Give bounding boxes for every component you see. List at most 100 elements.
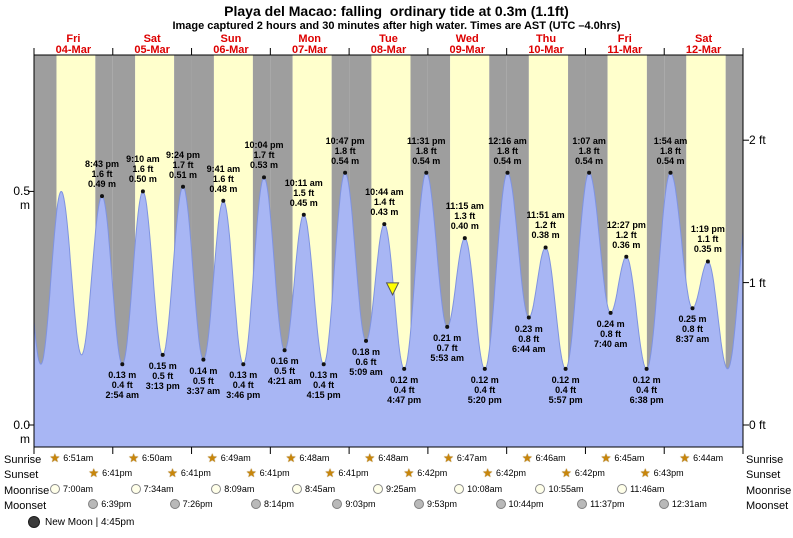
moonset-entry: 6:39pm xyxy=(88,499,131,509)
day-name: Sat xyxy=(143,33,161,45)
astro-row-label-left-moonset: Moonset xyxy=(4,500,47,512)
annotation-line: 1.6 ft xyxy=(132,164,154,175)
axis-label-right: 2 ft xyxy=(749,133,766,148)
moonrise-entry: 7:00am xyxy=(49,484,93,494)
annotation-line: 0.7 ft xyxy=(436,342,458,353)
annotation-line: 11:31 pm xyxy=(407,135,446,146)
day-date: 04-Mar xyxy=(55,44,92,56)
sunrise-star-icon: ★ xyxy=(521,450,533,465)
sunset-time: 6:41pm xyxy=(102,468,133,478)
annotation-line: 9:41 am xyxy=(206,163,241,174)
annotation-line: 2:54 am xyxy=(105,390,140,401)
moonset-entry: 7:26pm xyxy=(169,499,213,509)
moonrise-time: 11:46am xyxy=(630,484,665,494)
annotation-line: 1.5 ft xyxy=(293,187,315,198)
moonset-icon xyxy=(332,499,343,509)
sunset-star-icon: ★ xyxy=(561,465,572,480)
tide-low-annotation: 0.25 m 0.8 ft 8:37 am xyxy=(661,314,725,344)
moonset-entry: 8:14pm xyxy=(250,499,294,509)
moonset-entry: 9:53pm xyxy=(413,499,457,509)
annotation-line: 0.45 m xyxy=(289,197,318,208)
annotation-line: 0.54 m xyxy=(493,155,522,166)
annotation-line: 0.48 m xyxy=(209,183,238,194)
sunrise-entry: ★ 6:44am xyxy=(679,450,724,465)
tide-low-annotation: 0.18 m 0.6 ft 5:09 am xyxy=(334,347,398,377)
annotation-line: 5:57 pm xyxy=(548,394,583,405)
moonrise-entry: 11:46am xyxy=(617,484,664,494)
axis-label-right: 1 ft xyxy=(749,275,766,290)
tide-high-annotation: 10:04 pm 1.7 ft 0.53 m xyxy=(232,140,296,170)
annotation-line: 0.35 m xyxy=(693,244,722,255)
tide-high-dot xyxy=(100,194,104,199)
tide-low-dot xyxy=(608,310,613,315)
annotation-line: 1:07 am xyxy=(572,135,606,146)
annotation-line: 5:09 am xyxy=(349,366,383,377)
tide-low-dot xyxy=(482,366,487,371)
astro-row-label-right-moonrise: Moonrise xyxy=(746,485,792,497)
annotation-line: 11:15 am xyxy=(445,201,484,212)
tide-high-dot xyxy=(343,170,348,175)
moonset-time: 12:31am xyxy=(671,499,707,509)
annotation-line: 0.5 ft xyxy=(152,370,174,381)
annotation-line: 0.54 m xyxy=(656,155,685,166)
sunset-time: 6:41pm xyxy=(180,468,211,478)
annotation-line: 5:20 pm xyxy=(467,394,502,405)
day-date: 05-Mar xyxy=(134,44,170,56)
sunrise-entry: ★ 6:49am xyxy=(207,452,251,464)
moonrise-time: 7:00am xyxy=(62,484,93,494)
annotation-line: 0.24 m xyxy=(596,318,625,329)
moonrise-entry: 8:09am xyxy=(211,484,254,494)
day-name: Fri xyxy=(66,33,81,45)
page-subtitle: Image captured 2 hours and 30 minutes af… xyxy=(172,20,621,32)
annotation-line: 1.8 ft xyxy=(334,145,356,156)
annotation-line: 0.6 ft xyxy=(355,356,377,367)
sunset-time: 6:42pm xyxy=(574,468,605,478)
sunrise-time: 6:44am xyxy=(693,453,724,463)
annotation-line: 10:47 pm xyxy=(325,135,365,146)
annotation-line: 0.12 m xyxy=(390,374,419,385)
annotation-line: 1.8 ft xyxy=(578,145,600,156)
moonset-icon xyxy=(495,499,506,509)
sunrise-entry: ★ 6:45am xyxy=(601,452,645,464)
tide-high-dot xyxy=(505,170,510,175)
tide-high-annotation: 11:31 pm 1.8 ft 0.54 m xyxy=(394,136,458,166)
moonset-entry: 12:31am xyxy=(658,499,707,509)
annotation-line: 12:27 pm xyxy=(606,219,646,230)
sunrise-star-icon: ★ xyxy=(443,450,454,465)
tide-low-dot xyxy=(282,348,287,353)
sunset-entry: ★ 6:42pm xyxy=(482,465,526,480)
tide-low-dot xyxy=(644,366,649,371)
annotation-line: 0.4 ft xyxy=(636,384,658,395)
annotation-line: 0.12 m xyxy=(551,374,580,385)
sunset-time: 6:41pm xyxy=(259,468,290,478)
sunset-time: 6:42pm xyxy=(417,468,448,478)
annotation-line: 0.40 m xyxy=(450,221,479,232)
annotation-line: 0.8 ft xyxy=(681,324,703,335)
sunrise-entry: ★ 6:51am xyxy=(49,452,93,464)
sunset-star-icon: ★ xyxy=(482,465,494,480)
tide-high-dot xyxy=(705,259,710,264)
annotation-line: 10:04 pm xyxy=(244,140,284,151)
tide-low-dot xyxy=(321,362,326,367)
day-name: Sat xyxy=(695,33,713,45)
annotation-line: 1:19 pm xyxy=(690,224,725,235)
annotation-line: 0.8 ft xyxy=(600,328,622,339)
astro-row-label-right-sunset: Sunset xyxy=(746,469,781,481)
moonrise-icon xyxy=(373,484,384,494)
moonset-time: 8:14pm xyxy=(263,499,294,509)
annotation-line: 6:44 am xyxy=(512,343,546,354)
day-label: Sat 05-Mar xyxy=(117,34,187,56)
moonrise-entry: 8:45am xyxy=(292,484,335,494)
tide-low-dot xyxy=(201,357,206,362)
sunset-star-icon: ★ xyxy=(403,465,415,480)
tide-low-annotation: 0.21 m 0.7 ft 5:53 am xyxy=(415,333,479,363)
annotation-line: 0.54 m xyxy=(575,155,604,166)
sunrise-star-icon: ★ xyxy=(679,450,691,465)
tide-high-annotation: 9:10 am 1.6 ft 0.50 m xyxy=(111,154,175,184)
tide-low-annotation: 0.13 m 0.4 ft 2:54 am xyxy=(90,370,154,400)
tide-high-dot xyxy=(587,170,592,175)
annotation-line: 3:46 pm xyxy=(226,390,261,401)
sunset-entry: ★ 6:43pm xyxy=(640,467,684,479)
tide-low-annotation: 0.15 m 0.5 ft 3:13 pm xyxy=(131,361,195,391)
moonset-time: 11:37pm xyxy=(590,499,625,509)
